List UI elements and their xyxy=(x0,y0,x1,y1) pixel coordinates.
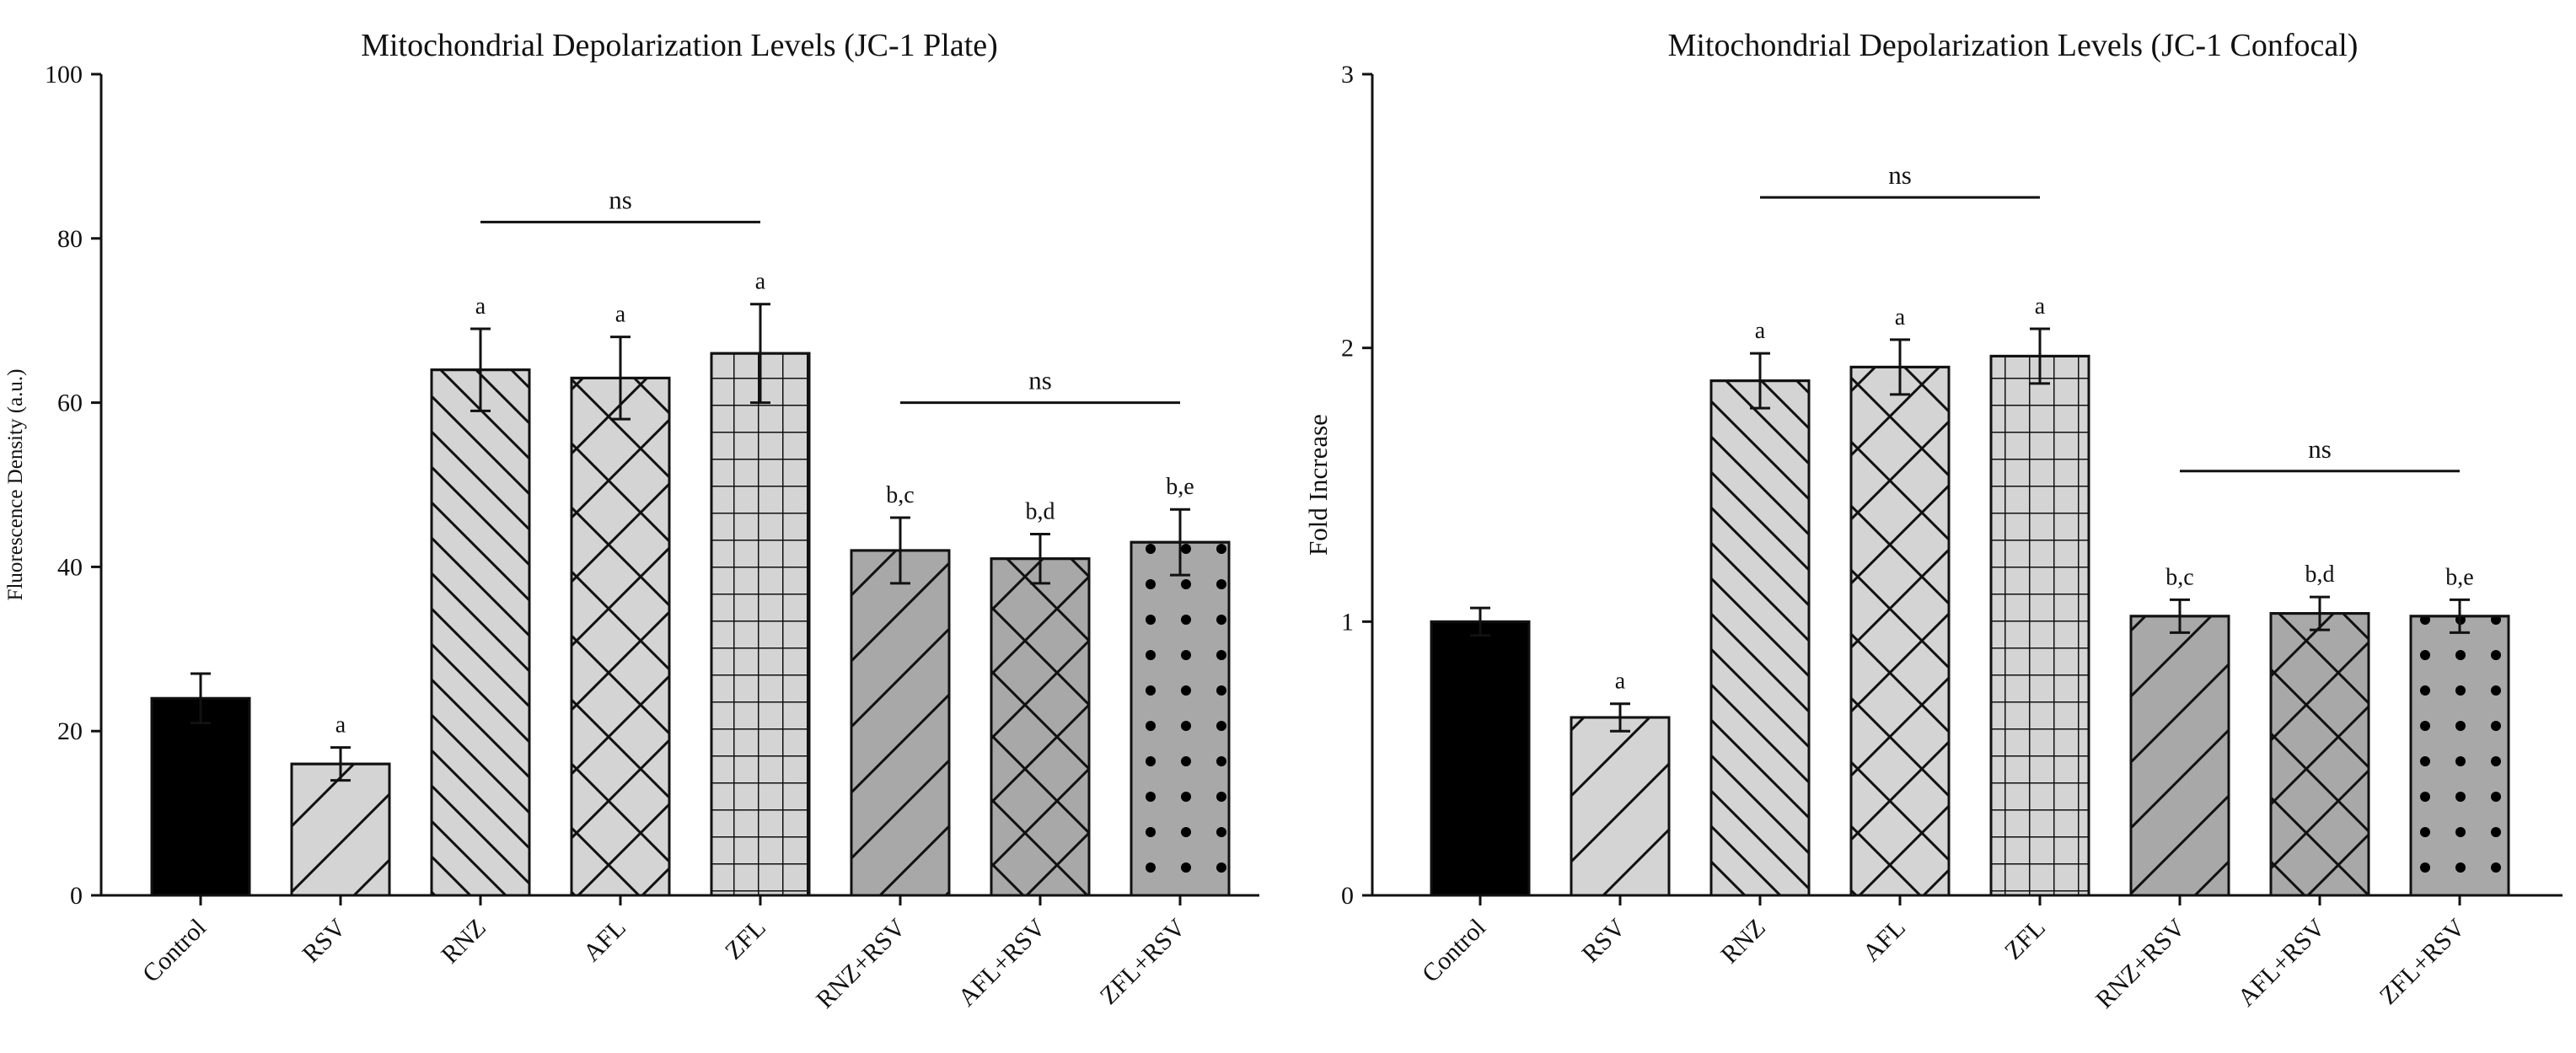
ns-label: ns xyxy=(609,185,632,214)
significance-label: a xyxy=(1615,669,1626,695)
x-tick-label: AFL+RSV xyxy=(2232,913,2331,1012)
ns-label: ns xyxy=(2308,434,2332,464)
x-tick-label: AFL xyxy=(1858,914,1911,967)
x-tick-label: ZFL xyxy=(1999,914,2051,965)
significance-label: a xyxy=(755,269,766,295)
chart-2: Mitochondrial Depolarization Levels (JC-… xyxy=(1303,28,2563,1014)
y-tick-label: 0 xyxy=(1341,882,1354,910)
y-axis-label: Fluorescence Density (a.u.) xyxy=(4,369,27,601)
x-tick-label: RNZ xyxy=(436,914,491,970)
significance-label: b,c xyxy=(2165,564,2193,590)
significance-label: a xyxy=(335,712,346,739)
x-tick-label: RNZ+RSV xyxy=(811,913,911,1013)
significance-label: a xyxy=(1755,318,1766,344)
y-tick-label: 40 xyxy=(57,553,83,581)
x-tick-label: RSV xyxy=(1576,913,1631,968)
y-axis-label: Fold Increase xyxy=(1303,414,1333,556)
bar-pattern xyxy=(2269,612,2370,897)
bar-pattern xyxy=(850,549,951,897)
y-tick-label: 20 xyxy=(57,717,83,745)
bar-pattern xyxy=(990,557,1091,897)
y-tick-label: 3 xyxy=(1341,61,1354,89)
bar xyxy=(150,696,251,897)
y-tick-label: 60 xyxy=(57,390,83,417)
bar-pattern xyxy=(570,376,671,897)
x-tick-label: ZFL+RSV xyxy=(2375,913,2471,1010)
significance-label: a xyxy=(475,293,486,320)
y-tick-label: 80 xyxy=(57,225,83,253)
significance-label: b,c xyxy=(886,482,914,508)
chart-title: Mitochondrial Depolarization Levels (JC-… xyxy=(1668,28,2359,63)
x-tick-label: AFL+RSV xyxy=(953,913,1051,1012)
ns-label: ns xyxy=(1888,160,1912,190)
x-tick-label: ZFL+RSV xyxy=(1095,913,1192,1010)
significance-label: b,d xyxy=(1026,498,1055,524)
significance-label: a xyxy=(1895,304,1906,330)
significance-label: b,e xyxy=(2445,564,2473,590)
bar-pattern xyxy=(1849,365,1951,897)
bar-pattern xyxy=(430,368,531,897)
bar-pattern xyxy=(2129,615,2230,897)
bar xyxy=(1430,620,1531,897)
x-tick-label: ZFL xyxy=(720,914,771,965)
y-tick-label: 0 xyxy=(70,882,83,910)
x-tick-label: Control xyxy=(1417,914,1491,988)
bar-pattern xyxy=(1130,540,1231,897)
bar-pattern xyxy=(1570,716,1671,897)
x-tick-label: AFL xyxy=(578,914,631,967)
x-tick-label: RSV xyxy=(297,913,352,968)
bar-pattern xyxy=(710,352,811,897)
ns-label: ns xyxy=(1028,366,1052,395)
significance-label: b,d xyxy=(2305,561,2335,588)
x-tick-label: RNZ xyxy=(1715,914,1771,970)
y-tick-label: 1 xyxy=(1341,608,1354,636)
x-tick-label: Control xyxy=(137,914,212,988)
significance-label: a xyxy=(2035,293,2046,320)
significance-label: b,e xyxy=(1166,474,1194,500)
bar-pattern xyxy=(2409,615,2510,897)
bar-pattern xyxy=(290,762,391,897)
bar-pattern xyxy=(1709,379,1811,897)
chart-title: Mitochondrial Depolarization Levels (JC-… xyxy=(361,28,998,63)
bar-pattern xyxy=(1989,354,2090,897)
chart-1: Mitochondrial Depolarization Levels (JC-… xyxy=(4,28,1259,1014)
y-tick-label: 100 xyxy=(45,61,83,89)
y-tick-label: 2 xyxy=(1341,335,1354,363)
significance-label: a xyxy=(615,302,626,328)
x-tick-label: RNZ+RSV xyxy=(2090,913,2191,1013)
